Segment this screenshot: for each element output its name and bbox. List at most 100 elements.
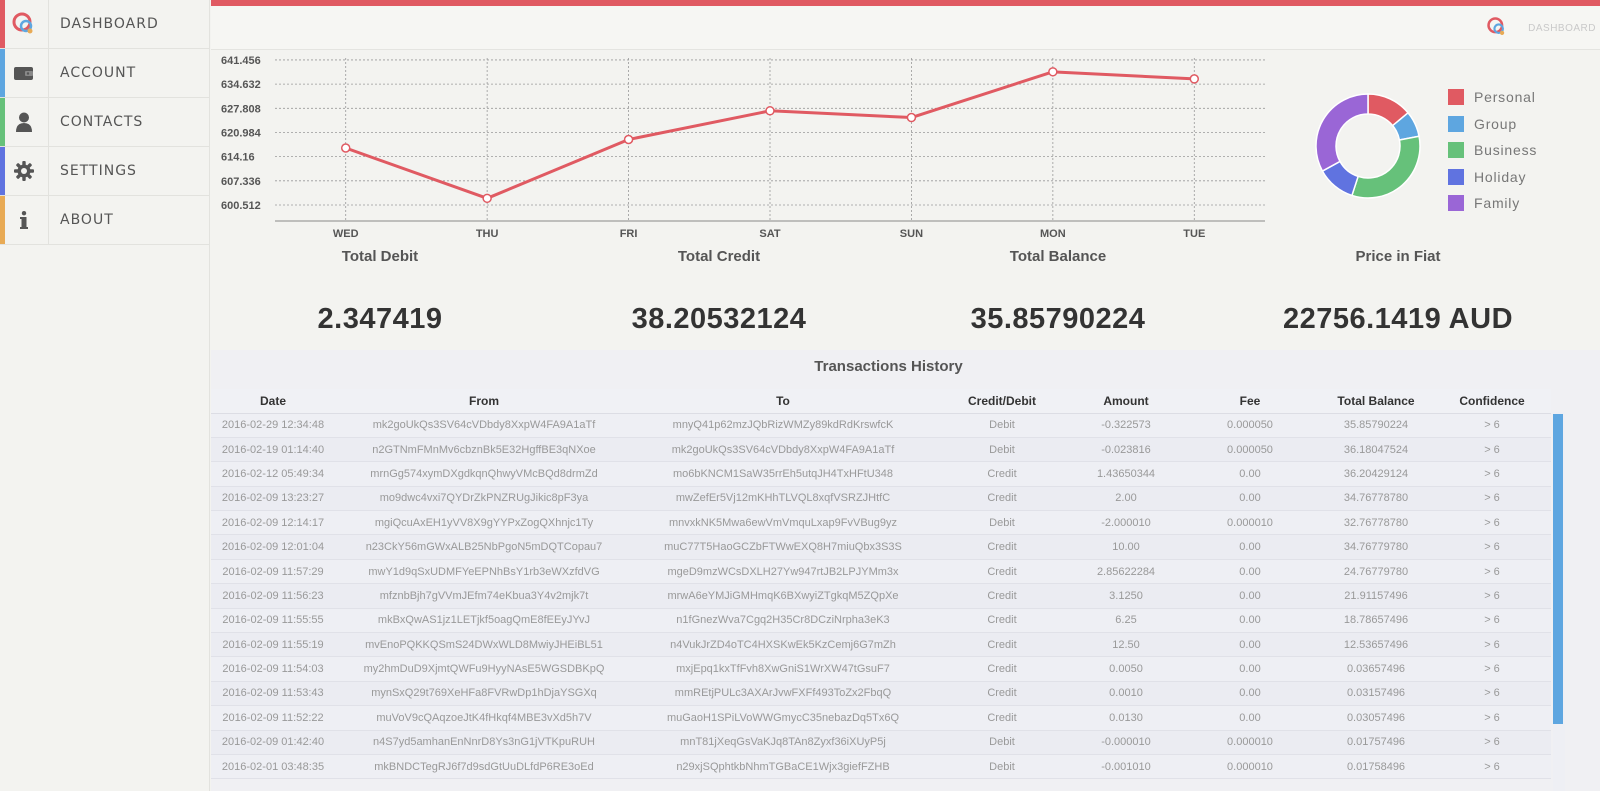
table-row[interactable]: 2016-02-09 12:14:17 mgiQcuAxEH1yVV8X9gYYP…: [211, 510, 1551, 536]
table-cell: 2016-02-09 13:23:27: [211, 486, 335, 512]
table-cell: 2016-02-09 11:53:43: [211, 681, 335, 707]
table-cell: Credit: [933, 583, 1071, 609]
table-cell: Debit: [933, 413, 1071, 438]
y-tick-label: 614.16: [221, 152, 255, 164]
x-tick-label: SUN: [900, 228, 923, 240]
table-cell: 2016-02-09 11:56:23: [211, 583, 335, 609]
column-header[interactable]: Amount: [1071, 389, 1181, 414]
table-cell: mo9dwc4vxi7QYDrZkPNZRUgJikic8pF3ya: [335, 486, 633, 512]
sidebar-item-label: DASHBOARD: [60, 16, 159, 32]
column-header[interactable]: Confidence: [1433, 389, 1551, 414]
table-cell: -0.000010: [1071, 730, 1181, 755]
table-scrollbar-thumb[interactable]: [1553, 414, 1563, 724]
sidebar-item-dashboard[interactable]: DASHBOARD: [0, 0, 209, 49]
table-row[interactable]: 2016-02-09 13:23:27 mo9dwc4vxi7QYDrZkPNZR…: [211, 486, 1551, 512]
stat-value: 38.20532124: [631, 303, 807, 335]
data-point[interactable]: [482, 193, 492, 204]
table-cell: 0.000010: [1181, 754, 1319, 780]
y-tick-label: 627.808: [221, 103, 261, 115]
table-cell: 12.53657496: [1319, 632, 1433, 658]
donut-legend: Personal Group Business Holiday Family: [1448, 84, 1537, 217]
table-row[interactable]: 2016-02-09 11:52:22 muVoV9cQAqzoeJtK4fHkq…: [211, 705, 1551, 731]
donut-slice[interactable]: [1315, 93, 1369, 173]
column-header[interactable]: Total Balance: [1319, 389, 1433, 414]
column-header[interactable]: Fee: [1181, 389, 1319, 414]
table-cell: 0.03157496: [1319, 681, 1433, 707]
table-cell: mmREtjPULc3AXArJvwFXFf493ToZx2FbqQ: [633, 681, 933, 707]
table-cell: 12.50: [1071, 632, 1181, 658]
data-point[interactable]: [906, 112, 917, 123]
column-header[interactable]: From: [335, 389, 633, 414]
legend-label: Family: [1474, 195, 1521, 212]
table-cell: > 6: [1433, 608, 1551, 634]
table-header-row: Date From To Credit/Debit Amount Fee Total Bal…: [211, 389, 1551, 414]
data-point[interactable]: [765, 106, 775, 116]
table-cell: 36.20429124: [1319, 461, 1433, 487]
table-cell: > 6: [1433, 486, 1551, 512]
data-point[interactable]: [340, 143, 351, 153]
stat-price-in-fiat: Price in Fiat 22756.1419 AUD: [1228, 248, 1568, 336]
table-cell: 24.76779780: [1319, 559, 1433, 585]
sidebar-accent: [0, 196, 5, 244]
table-cell: n23CkY56mGWxALB25NbPgoN5mDQTCopau7: [335, 534, 633, 560]
table-cell: 0.000050: [1181, 413, 1319, 438]
table-cell: > 6: [1433, 730, 1551, 755]
table-cell: 2016-02-29 12:34:48: [211, 413, 335, 438]
legend-label: Personal: [1474, 89, 1536, 106]
column-header[interactable]: To: [633, 389, 933, 414]
legend-item: Holiday: [1448, 164, 1537, 191]
table-cell: mgeD9mzWCsDXLH27Yw947rtJB2LPJYMm3x: [633, 559, 933, 585]
table-row[interactable]: 2016-02-09 01:42:40 n4S7yd5amhanEnNnrD8Ys…: [211, 730, 1551, 755]
table-cell: 0.00: [1181, 608, 1319, 634]
table-cell: 0.00: [1181, 705, 1319, 731]
table-row[interactable]: 2016-02-09 12:01:04 n23CkY56mGWxALB25NbPg…: [211, 534, 1551, 560]
data-point[interactable]: [1189, 74, 1200, 84]
data-point[interactable]: [623, 134, 634, 145]
table-cell: mgiQcuAxEH1yVV8X9gYYPxZogQXhnjc1Ty: [335, 510, 633, 536]
table-row[interactable]: 2016-02-09 11:55:19 mvEnoPQKKQSmS24DWxWLD…: [211, 632, 1551, 658]
table-cell: 2016-02-09 01:42:40: [211, 730, 335, 755]
data-point[interactable]: [1048, 67, 1058, 77]
donut-slice[interactable]: [1350, 135, 1421, 199]
table-body: 2016-02-29 12:34:48 mk2goUkQs3SV64cVDbdy8…: [211, 413, 1551, 780]
table-cell: n2GTNmFMnMv6cbznBk5E32HgffBE3qNXoe: [335, 437, 633, 463]
table-cell: mk2goUkQs3SV64cVDbdy8XxpW4FA9A1aTf: [633, 437, 933, 463]
table-cell: 2016-02-09 11:52:22: [211, 705, 335, 731]
sidebar-item-about[interactable]: ABOUT: [0, 195, 209, 245]
legend-swatch: [1448, 89, 1464, 106]
column-header[interactable]: Credit/Debit: [933, 389, 1071, 414]
table-cell: mnyQ41p62mzJQbRizWMZy89kdRdKrswfcK: [633, 413, 933, 438]
table-row[interactable]: 2016-02-09 11:56:23 mfznbBjh7gVVmJEfm74eK…: [211, 583, 1551, 609]
table-cell: 0.0010: [1071, 681, 1181, 707]
table-cell: Credit: [933, 632, 1071, 658]
table-row[interactable]: 2016-02-01 03:48:35 mkBNDCTegRJ6f7d9sdGtU…: [211, 754, 1551, 780]
sidebar-item-contacts[interactable]: CONTACTS: [0, 97, 209, 147]
y-tick-label: 641.456: [221, 55, 261, 67]
table-cell: 2016-02-01 03:48:35: [211, 754, 335, 780]
table-cell: mkBxQwAS1jz1LETjkf5oagQmE8fEEyJYvJ: [335, 608, 633, 634]
table-cell: > 6: [1433, 413, 1551, 438]
table-cell: 34.76779780: [1319, 534, 1433, 560]
legend-item: Business: [1448, 137, 1537, 164]
table-cell: n1fGnezWva7Cgq2H35Cr8DCziNrpha3eK3: [633, 608, 933, 634]
table-cell: n4S7yd5amhanEnNnrD8Ys3nG1jVTKpuRUH: [335, 730, 633, 755]
table-cell: Credit: [933, 559, 1071, 585]
column-header[interactable]: Date: [211, 389, 335, 414]
table-cell: Debit: [933, 510, 1071, 536]
table-row[interactable]: 2016-02-29 12:34:48 mk2goUkQs3SV64cVDbdy8…: [211, 413, 1551, 438]
table-row[interactable]: 2016-02-09 11:57:29 mwY1d9qSxUDMFYeEPNhBs…: [211, 559, 1551, 585]
table-row[interactable]: 2016-02-19 01:14:40 n2GTNmFMnMv6cbznBk5E3…: [211, 437, 1551, 463]
table-cell: -0.322573: [1071, 413, 1181, 438]
table-row[interactable]: 2016-02-09 11:54:03 my2hmDuD9XjmtQWFu9Hyy…: [211, 656, 1551, 682]
app-logo-icon[interactable]: [1486, 16, 1508, 43]
table-cell: Credit: [933, 461, 1071, 487]
stat-title: Price in Fiat: [1355, 248, 1441, 265]
sidebar-item-settings[interactable]: SETTINGS: [0, 146, 209, 196]
sidebar-item-account[interactable]: ACCOUNT: [0, 48, 209, 98]
balance-line-chart: 641.456 634.632 627.808 620.984 614.16 607.33…: [221, 55, 1265, 240]
sidebar-accent: [0, 98, 5, 146]
table-row[interactable]: 2016-02-12 05:49:34 mrnGg574xymDXgdkqnQhw…: [211, 461, 1551, 487]
sidebar-item-label: CONTACTS: [60, 114, 144, 130]
table-row[interactable]: 2016-02-09 11:55:55 mkBxQwAS1jz1LETjkf5oa…: [211, 608, 1551, 634]
table-row[interactable]: 2016-02-09 11:53:43 mynSxQ29t769XeHFa8FVR…: [211, 681, 1551, 707]
